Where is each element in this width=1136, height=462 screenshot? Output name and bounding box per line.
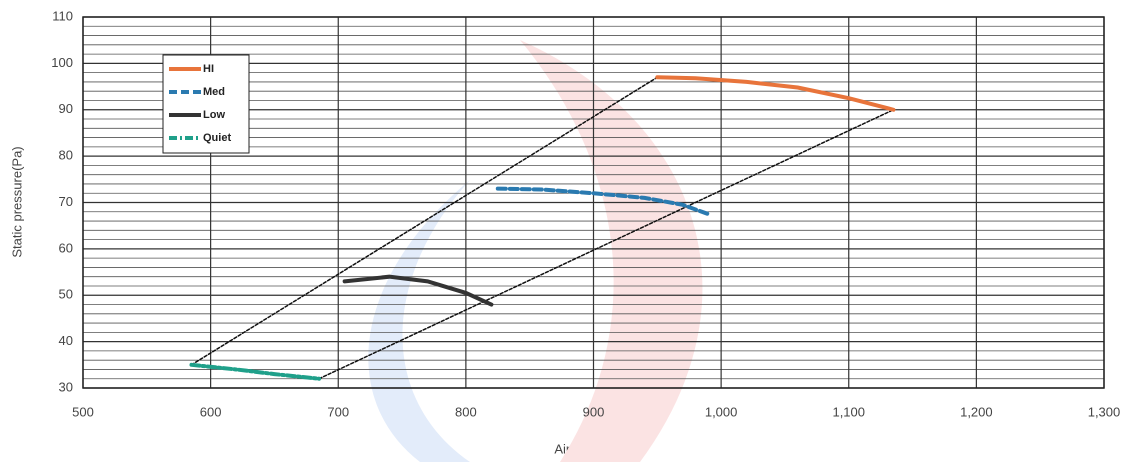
series-line [342,274,494,307]
series-line [189,362,322,381]
y-tick-label: 80 [59,148,73,163]
y-tick-label: 110 [52,8,73,23]
reference-line [318,109,895,380]
x-tick-label: 800 [455,404,477,419]
y-axis-label: Static pressure(Pa) [9,146,24,257]
y-tick-label: 30 [59,379,73,394]
x-tick-label: 600 [200,404,222,419]
legend-text: Quiet [203,132,231,144]
legend-box [162,54,250,154]
x-tick-label: 700 [327,404,349,419]
reference-line [190,76,659,366]
series-line [495,186,711,217]
x-tick-label: 900 [583,404,605,419]
y-tick-label: 90 [59,101,73,116]
y-tick-label: 40 [59,333,73,348]
plot-frame [82,16,1105,389]
x-tick-label: 1,200 [960,404,993,419]
x-tick-label: 500 [72,404,94,419]
y-tick-label: 100 [51,55,73,70]
x-tick-label: 1,300 [1088,404,1121,419]
legend-text: HI [203,63,214,75]
y-tick-label: 60 [59,240,73,255]
legend-text: Med [203,86,225,98]
y-tick-label: 70 [59,194,73,209]
x-tick-label: 1,000 [705,404,738,419]
legend-text: Low [203,109,225,121]
watermark [520,40,703,462]
x-tick-label: 1,100 [832,404,865,419]
y-tick-label: 50 [59,287,73,302]
watermark [368,180,470,462]
series-line [655,75,896,112]
